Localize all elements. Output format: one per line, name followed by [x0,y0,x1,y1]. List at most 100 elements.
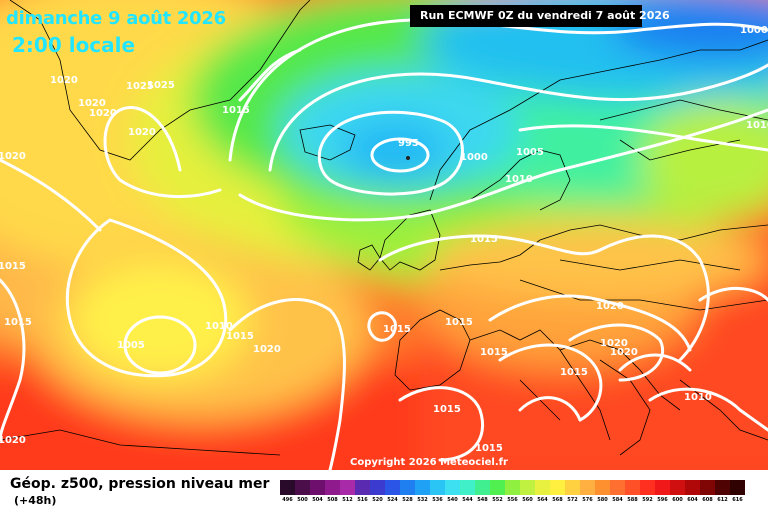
scale-tick-label: 596 [657,497,668,503]
isobar-label: 1020 [78,98,106,109]
scale-swatch [475,480,490,495]
isobar-label: 1020 [50,75,78,86]
isobar-label: 1000 [460,152,488,163]
field-title: Géop. z500, pression niveau mer [10,476,270,492]
scale-tick-label: 516 [357,497,368,503]
isobar-label: 1000 [740,25,768,36]
isobar-label: 1010 [505,174,533,185]
isobar-label: 1025 [126,81,154,92]
scale-swatch [430,480,445,495]
scale-tick-label: 604 [687,497,698,503]
isobar-label: 1010 [205,321,233,332]
scale-tick-label: 536 [432,497,443,503]
scale-tick-label: 568 [552,497,563,503]
scale-swatch [520,480,535,495]
scale-tick-label: 504 [312,497,323,503]
scale-swatch [670,480,685,495]
scale-tick-label: 548 [477,497,488,503]
isobar-label: 1020 [596,301,624,312]
scale-tick-label: 500 [297,497,308,503]
scale-swatch [610,480,625,495]
copyright-text: Copyright 2026 Meteociel.fr [350,457,508,468]
coastlines [0,0,768,456]
isobar-label: 1015 [383,324,411,335]
scale-swatch [685,480,700,495]
isobar-label: 1005 [516,147,544,158]
color-scale-ticks: 496 500 504 508 512 516 520 524 528 532 536 540 544 5… [280,497,745,503]
scale-tick-label: 520 [372,497,383,503]
isobar-label: 995 [398,138,419,149]
isobar-label: 1015 [475,443,503,454]
isobar-label: 1020 [0,435,26,446]
scale-tick-label: 512 [342,497,353,503]
scale-tick-label: 616 [732,497,743,503]
scale-swatch [355,480,370,495]
isobar-label: 1020 [0,151,26,162]
scale-swatch [715,480,730,495]
low-center-marker [406,156,410,160]
scale-swatch [340,480,355,495]
isobar-label: 1005 [117,340,145,351]
isobar-label: 1020 [600,338,628,349]
isobar-label: 1020 [253,344,281,355]
model-run-label: Run ECMWF 0Z du vendredi 7 août 2026 [410,5,670,27]
scale-tick-label: 496 [282,497,293,503]
scale-swatch [625,480,640,495]
scale-swatch [415,480,430,495]
scale-swatch [490,480,505,495]
scale-swatch [550,480,565,495]
scale-tick-label: 524 [387,497,398,503]
isobar-label: 1015 [470,234,498,245]
scale-tick-label: 592 [642,497,653,503]
scale-tick-label: 564 [537,497,548,503]
scale-tick-label: 600 [672,497,683,503]
scale-tick-label: 580 [597,497,608,503]
scale-tick-label: 612 [717,497,728,503]
scale-tick-label: 560 [522,497,533,503]
isobar-label: 1010 [746,120,768,131]
isobar-label: 1010 [684,392,712,403]
scale-swatch [700,480,715,495]
scale-swatch [640,480,655,495]
isobar-label: 1020 [89,108,117,119]
scale-swatch [370,480,385,495]
scale-swatch [295,480,310,495]
scale-swatch [400,480,415,495]
isobar-label: 1020 [128,127,156,138]
isobar-label: 1015 [0,261,26,272]
isobar-label: 1015 [560,367,588,378]
scale-swatch [460,480,475,495]
forecast-time: 2:00 locale [12,33,136,57]
scale-tick-label: 576 [582,497,593,503]
scale-tick-label: 584 [612,497,623,503]
isobar-lines [0,18,768,470]
legend-bar: Géop. z500, pression niveau mer (+48h) 4… [0,470,768,512]
scale-swatch [595,480,610,495]
scale-swatch [310,480,325,495]
scale-swatch [655,480,670,495]
scale-swatch [445,480,460,495]
scale-swatch [580,480,595,495]
isobar-label: 1015 [445,317,473,328]
scale-tick-label: 508 [327,497,338,503]
isobar-label: 1015 [226,331,254,342]
isobar-label: 1015 [433,404,461,415]
isobar-label: 1015 [480,347,508,358]
scale-tick-label: 540 [447,497,458,503]
color-scale [280,480,745,495]
scale-tick-label: 528 [402,497,413,503]
scale-swatch [325,480,340,495]
isobar-label: 1015 [222,105,250,116]
scale-swatch [565,480,580,495]
isobar-label: 1020 [610,347,638,358]
scale-swatch [280,480,295,495]
weather-map: dimanche 9 août 2026 2:00 locale Run ECM… [0,0,768,470]
scale-tick-label: 544 [462,497,473,503]
lead-time: (+48h) [14,494,57,507]
scale-tick-label: 608 [702,497,713,503]
scale-tick-label: 552 [492,497,503,503]
isobar-label: 1025 [147,80,175,91]
scale-swatch [385,480,400,495]
geopotential-field [0,0,768,470]
scale-tick-label: 572 [567,497,578,503]
